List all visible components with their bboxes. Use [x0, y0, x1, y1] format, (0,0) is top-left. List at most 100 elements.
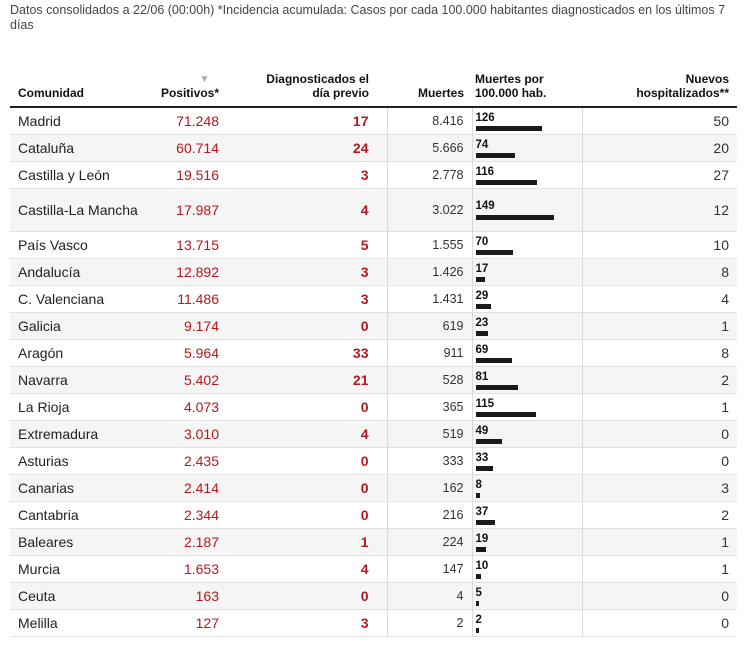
rate-bar — [475, 573, 481, 579]
cell-muertes-100k: 126 — [471, 107, 582, 135]
table-row: Castilla y León 19.516 3 2.778 116 27 — [10, 161, 737, 189]
header-positivos[interactable]: ▼ Positivos* — [150, 72, 225, 108]
sort-down-icon[interactable]: ▼ — [199, 74, 210, 85]
cell-muertes-100k: 2 — [471, 609, 582, 637]
cell-comunidad: Canarias — [10, 474, 150, 502]
cell-hospitalizados: 10 — [581, 231, 737, 259]
cell-hospitalizados: 20 — [581, 134, 737, 162]
cell-diagnosticados: 24 — [225, 134, 387, 162]
header-muertes[interactable]: Muertes — [387, 72, 472, 108]
header-hospitalizados[interactable]: Nuevos hospitalizados** — [582, 72, 737, 108]
table-row: Andalucía 12.892 3 1.426 17 8 — [10, 258, 737, 286]
cell-positivos: 127 — [150, 609, 225, 637]
cell-muertes: 8.416 — [386, 107, 472, 135]
cell-comunidad: Baleares — [10, 528, 150, 556]
header-hosp-line2: hospitalizados** — [636, 86, 729, 100]
rate-bar — [475, 303, 491, 309]
header-diag-line1: Diagnosticados el — [266, 72, 369, 86]
cell-hospitalizados: 12 — [581, 188, 737, 232]
cell-positivos: 9.174 — [150, 312, 225, 340]
rate-value: 115 — [475, 397, 495, 410]
cell-comunidad: Castilla y León — [10, 161, 150, 189]
rate-value: 10 — [475, 559, 489, 572]
cell-diagnosticados: 0 — [225, 312, 387, 340]
cell-hospitalizados: 1 — [581, 393, 737, 421]
rate-value: 116 — [475, 165, 495, 178]
rate-value: 126 — [475, 111, 495, 124]
cell-muertes: 162 — [386, 474, 472, 502]
cell-diagnosticados: 0 — [225, 447, 387, 475]
cell-muertes-100k: 5 — [471, 582, 582, 610]
cell-muertes: 365 — [386, 393, 472, 421]
cell-muertes: 528 — [386, 366, 472, 394]
rate-value: 69 — [475, 343, 489, 356]
header-comunidad[interactable]: Comunidad — [10, 72, 150, 108]
rate-bar — [475, 465, 493, 471]
rate-bar — [475, 384, 518, 390]
table-row: C. Valenciana 11.486 3 1.431 29 4 — [10, 285, 737, 313]
cell-positivos: 71.248 — [150, 107, 225, 135]
table-row: País Vasco 13.715 5 1.555 70 10 — [10, 231, 737, 259]
cell-muertes: 1.431 — [386, 285, 472, 313]
cell-diagnosticados: 21 — [225, 366, 387, 394]
cell-muertes-100k: 149 — [471, 188, 582, 232]
rate-value: 74 — [475, 138, 489, 151]
rate-value: 81 — [475, 370, 489, 383]
table-row: Cantabria 2.344 0 216 37 2 — [10, 501, 737, 529]
table-row: Navarra 5.402 21 528 81 2 — [10, 366, 737, 394]
cell-comunidad: Melilla — [10, 609, 150, 637]
rate-bar — [475, 152, 515, 158]
rate-bar — [475, 357, 512, 363]
cell-muertes-100k: 116 — [471, 161, 582, 189]
rate-bar — [475, 215, 554, 220]
cell-muertes-100k: 70 — [471, 231, 582, 259]
rate-bar — [475, 492, 480, 498]
cell-muertes: 224 — [386, 528, 472, 556]
cell-hospitalizados: 2 — [581, 501, 737, 529]
cell-comunidad: Madrid — [10, 107, 150, 135]
cell-diagnosticados: 4 — [225, 188, 387, 232]
cell-diagnosticados: 0 — [225, 474, 387, 502]
header-muertes-100k[interactable]: Muertes por 100.000 hab. — [472, 72, 582, 108]
table-row: Asturias 2.435 0 333 33 0 — [10, 447, 737, 475]
cell-hospitalizados: 8 — [581, 258, 737, 286]
cell-diagnosticados: 33 — [225, 339, 387, 367]
header-diagnosticados[interactable]: Diagnosticados el día previo — [225, 72, 387, 108]
cell-hospitalizados: 2 — [581, 366, 737, 394]
table-row: Cataluña 60.714 24 5.666 74 20 — [10, 134, 737, 162]
rate-value: 5 — [475, 586, 482, 599]
cell-positivos: 3.010 — [150, 420, 225, 448]
cell-hospitalizados: 27 — [581, 161, 737, 189]
cell-muertes: 216 — [386, 501, 472, 529]
covid-data-table: Comunidad ▼ Positivos* Diagnosticados el… — [10, 72, 737, 637]
rate-value: 8 — [475, 478, 482, 491]
cell-diagnosticados: 3 — [225, 285, 387, 313]
cell-muertes: 147 — [386, 555, 472, 583]
rate-value: 49 — [475, 424, 489, 437]
table-row: La Rioja 4.073 0 365 115 1 — [10, 393, 737, 421]
cell-comunidad: Andalucía — [10, 258, 150, 286]
cell-positivos: 17.987 — [150, 188, 225, 232]
cell-positivos: 2.187 — [150, 528, 225, 556]
cell-hospitalizados: 3 — [581, 474, 737, 502]
cell-muertes-100k: 74 — [471, 134, 582, 162]
rate-value: 19 — [475, 532, 489, 545]
cell-muertes-100k: 17 — [471, 258, 582, 286]
cell-comunidad: Ceuta — [10, 582, 150, 610]
cell-muertes-100k: 29 — [471, 285, 582, 313]
cell-comunidad: Castilla-La Mancha — [10, 188, 150, 232]
cell-positivos: 1.653 — [150, 555, 225, 583]
cell-muertes: 333 — [386, 447, 472, 475]
cell-diagnosticados: 0 — [225, 501, 387, 529]
table-row: Melilla 127 3 2 2 0 — [10, 609, 737, 637]
rate-value: 17 — [475, 262, 489, 275]
table-row: Extremadura 3.010 4 519 49 0 — [10, 420, 737, 448]
rate-value: 23 — [475, 316, 489, 329]
cell-hospitalizados: 0 — [581, 420, 737, 448]
header-positivos-label: Positivos* — [160, 86, 219, 100]
cell-muertes-100k: 19 — [471, 528, 582, 556]
cell-comunidad: La Rioja — [10, 393, 150, 421]
cell-muertes-100k: 37 — [471, 501, 582, 529]
cell-muertes: 4 — [386, 582, 472, 610]
cell-diagnosticados: 3 — [225, 258, 387, 286]
